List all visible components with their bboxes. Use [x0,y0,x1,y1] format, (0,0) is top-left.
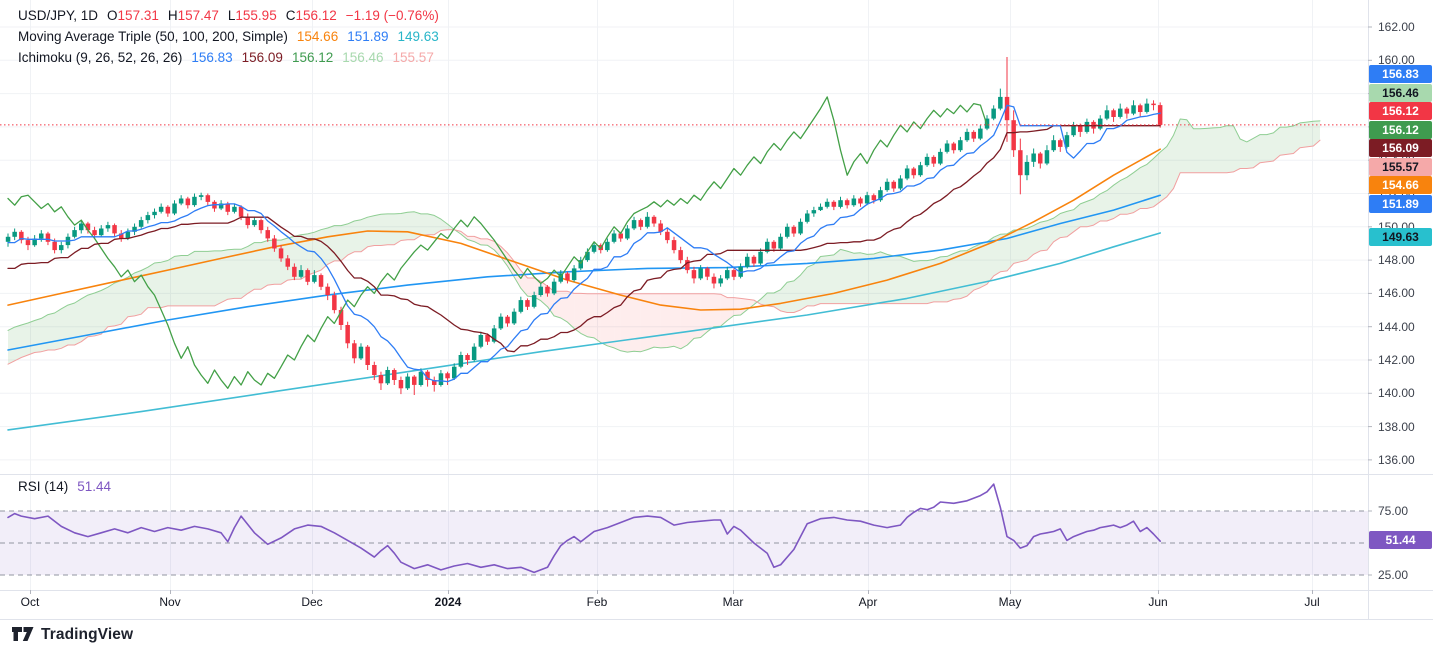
price-tick-label: 144.00 [1378,319,1415,334]
ma-100-line [7,194,1161,351]
price-badge-155.57: 155.57 [1369,157,1432,176]
ma-value: 154.66 [296,29,339,44]
time-tick-label-nov: Nov [159,595,181,609]
ichimoku-legend-row[interactable]: Ichimoku (9, 26, 52, 26, 26) 156.83 156.0… [18,50,434,65]
senkou-span-a-line [7,118,1321,353]
chikou-span-line [7,96,988,389]
price-badge-156.46: 156.46 [1369,83,1432,102]
time-tick-label-dec: Dec [301,595,323,609]
ma-50-line [7,148,1161,311]
time-tick-label-oct: Oct [20,595,40,609]
symbol-title: USD/JPY, 1D [18,8,99,23]
ichimoku-cloud [8,119,1320,365]
rsi-tick-label: 75.00 [1378,504,1409,518]
ichimoku-value: 156.83 [191,50,233,65]
price-tick-label: 160.00 [1378,53,1415,68]
price-tick-label: 146.00 [1378,286,1415,301]
rsi-tick-label: 25.00 [1378,568,1409,582]
ichimoku-value: 156.12 [291,50,334,65]
rsi-line [7,483,1161,574]
price-badge-154.66: 154.66 [1369,176,1432,194]
ma-value: 149.63 [397,29,439,44]
tradingview-logo-icon [12,627,34,641]
price-tick-label: 136.00 [1378,452,1415,467]
ma-200-line [7,232,1161,431]
price-tick-label: 162.00 [1378,20,1415,34]
price-badge-156.12: 156.12 [1369,120,1432,139]
time-tick-label-feb: Feb [586,595,608,609]
tradingview-logo[interactable]: TradingView [12,625,133,644]
price-badge-151.89: 151.89 [1369,194,1432,213]
rsi-title: RSI (14) [18,479,69,494]
rsi-value: 51.44 [77,479,112,494]
tenkan-sen-line [7,104,1161,383]
rsi-badge: 51.44 [1369,531,1432,549]
time-tick-label-apr: Apr [858,595,878,609]
price-tick-label: 148.00 [1378,253,1415,268]
senkou-span-b-line [7,139,1321,365]
ichimoku-values: 156.83 156.09 156.12 156.46 155.57 [182,50,433,65]
time-tick-label-jun: Jun [1148,595,1168,609]
ohlc-open: O157.31 [107,8,159,23]
kijun-sen-line [7,125,1161,353]
ichimoku-value: 156.09 [241,50,283,65]
candlestick-series[interactable] [5,57,1163,395]
price-badge-156.12: 156.12 [1369,102,1432,120]
ichimoku-title: Ichimoku (9, 26, 52, 26, 26) [18,50,183,65]
ma-triple-legend-row[interactable]: Moving Average Triple (50, 100, 200, Sim… [18,29,439,44]
ohlc-close: C156.12 [285,8,337,23]
time-tick-label-may: May [998,595,1022,609]
change-value: −1.19 (−0.76%) [345,8,439,23]
tradingview-logo-text: TradingView [41,625,134,643]
ohlc-low: L155.95 [227,8,277,23]
price-badge-156.83: 156.83 [1369,65,1432,83]
time-tick-label-2024: 2024 [434,595,462,609]
ichimoku-value: 156.46 [342,50,384,65]
price-tick-label: 142.00 [1378,353,1415,367]
ma-value: 151.89 [347,29,389,44]
symbol-legend-row[interactable]: USD/JPY, 1D O157.31 H157.47 L155.95 C156… [18,8,439,23]
ma-triple-values: 154.66 151.89 149.63 [288,29,439,44]
time-tick-label-jul: Jul [1304,595,1320,609]
time-tick-label-mar: Mar [722,595,744,609]
price-badge-149.63: 149.63 [1369,228,1432,246]
ichimoku-value: 155.57 [392,50,434,65]
price-tick-label: 138.00 [1378,419,1415,434]
rsi-legend-row[interactable]: RSI (14) 51.44 [18,479,111,494]
price-badge-156.09: 156.09 [1369,139,1432,157]
gridlines [0,0,1368,590]
ma-triple-title: Moving Average Triple (50, 100, 200, Sim… [18,29,288,44]
ohlc-high: H157.47 [167,8,219,23]
price-tick-label: 140.00 [1378,386,1415,401]
